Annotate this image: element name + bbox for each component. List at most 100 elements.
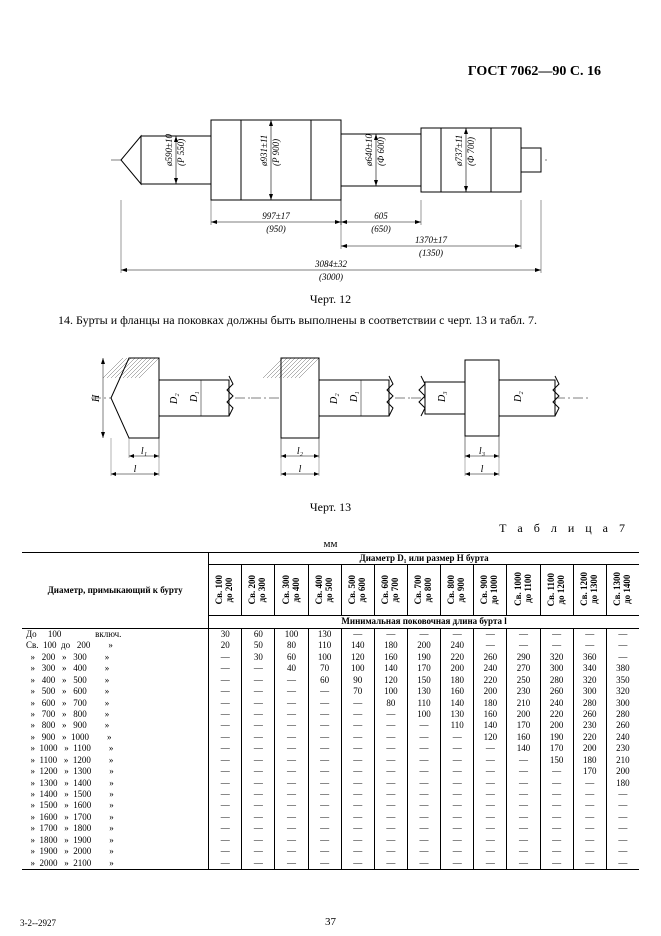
table-cell: —: [308, 766, 341, 777]
table-cell: —: [540, 812, 573, 823]
table-cell: —: [441, 755, 474, 766]
table-cell: —: [341, 778, 374, 789]
svg-text:ø931±11: ø931±11: [259, 135, 269, 167]
row-label: » 1400 » 1500 »: [22, 789, 209, 800]
page-header: ГОСТ 7062—90 С. 16: [22, 64, 601, 80]
table-cell: —: [275, 766, 308, 777]
table-cell: 90: [341, 675, 374, 686]
table-cell: —: [474, 800, 507, 811]
table-cell: —: [474, 628, 507, 640]
table-cell: —: [209, 709, 242, 720]
table-cell: 240: [474, 663, 507, 674]
table-cell: 140: [507, 743, 540, 754]
table-cell: —: [441, 800, 474, 811]
row-label: » 200 » 300 »: [22, 652, 209, 663]
table-cell: —: [374, 789, 407, 800]
table-cell: —: [573, 835, 606, 846]
table-cell: 200: [573, 743, 606, 754]
table-cell: —: [275, 698, 308, 709]
table-cell: —: [374, 823, 407, 834]
table-cell: —: [275, 858, 308, 870]
svg-text:(950): (950): [266, 224, 286, 234]
table-cell: —: [573, 778, 606, 789]
table-cell: —: [474, 858, 507, 870]
table-cell: 290: [507, 652, 540, 663]
table-cell: —: [308, 743, 341, 754]
table-cell: —: [209, 823, 242, 834]
svg-text:l₁: l₁: [140, 446, 146, 457]
table-cell: 180: [606, 778, 639, 789]
table-cell: 230: [507, 686, 540, 697]
table-cell: —: [507, 846, 540, 857]
table-cell: 180: [474, 698, 507, 709]
table-cell: 60: [242, 628, 275, 640]
table-cell: 210: [606, 755, 639, 766]
row-label: » 1800 » 1900 »: [22, 835, 209, 846]
table-cell: 320: [540, 652, 573, 663]
col-range: Св. 600до 700: [374, 565, 407, 616]
table-cell: —: [308, 755, 341, 766]
table-cell: —: [540, 846, 573, 857]
table-cell: 220: [474, 675, 507, 686]
table-cell: —: [209, 743, 242, 754]
table-cell: —: [540, 766, 573, 777]
table-cell: —: [474, 823, 507, 834]
col-range: Св. 200до 300: [242, 565, 275, 616]
table-cell: 110: [308, 640, 341, 651]
table-cell: —: [275, 823, 308, 834]
table-cell: —: [209, 789, 242, 800]
table-cell: —: [209, 675, 242, 686]
table-cell: 280: [540, 675, 573, 686]
svg-text:1370±17: 1370±17: [415, 235, 447, 245]
table-cell: —: [573, 858, 606, 870]
table-cell: 250: [507, 675, 540, 686]
table-cell: 240: [606, 732, 639, 743]
table-cell: —: [606, 812, 639, 823]
table-cell: —: [507, 640, 540, 651]
table-cell: —: [407, 812, 440, 823]
table-cell: —: [209, 755, 242, 766]
table-cell: —: [341, 732, 374, 743]
row-label: » 500 » 600 »: [22, 686, 209, 697]
table-cell: —: [275, 846, 308, 857]
paragraph-14: 14. Бурты и фланцы на поковках должны бы…: [30, 313, 631, 328]
table-cell: —: [374, 709, 407, 720]
table-cell: —: [242, 698, 275, 709]
table-cell: 170: [573, 766, 606, 777]
table-cell: —: [275, 755, 308, 766]
col-range: Св. 500до 600: [341, 565, 374, 616]
table-cell: —: [441, 846, 474, 857]
table-cell: —: [606, 858, 639, 870]
row-label: » 700 » 800 »: [22, 709, 209, 720]
table-cell: —: [441, 858, 474, 870]
table-cell: —: [474, 812, 507, 823]
svg-text:l: l: [480, 464, 483, 475]
table-cell: —: [540, 628, 573, 640]
table-cell: 130: [441, 709, 474, 720]
svg-text:l₂: l₂: [296, 446, 303, 457]
table-cell: —: [474, 778, 507, 789]
table-cell: —: [573, 800, 606, 811]
table-cell: —: [275, 675, 308, 686]
table-cell: 80: [374, 698, 407, 709]
table-cell: 200: [474, 686, 507, 697]
svg-text:D₃: D₃: [437, 391, 448, 403]
table-cell: —: [606, 789, 639, 800]
col-range: Св. 1200до 1300: [573, 565, 606, 616]
table-cell: —: [308, 686, 341, 697]
table-cell: —: [341, 720, 374, 731]
svg-text:D₂: D₂: [329, 393, 340, 405]
table-cell: 300: [540, 663, 573, 674]
table-7-caption: Т а б л и ц а 7: [22, 521, 629, 536]
table-cell: 150: [540, 755, 573, 766]
table-cell: —: [209, 800, 242, 811]
svg-text:l: l: [298, 464, 301, 475]
table-cell: 160: [374, 652, 407, 663]
table-cell: 180: [573, 755, 606, 766]
table-cell: —: [507, 858, 540, 870]
table-cell: 320: [573, 675, 606, 686]
table-cell: —: [507, 789, 540, 800]
table-cell: —: [407, 732, 440, 743]
table-cell: —: [308, 835, 341, 846]
row-label: » 1700 » 1800 »: [22, 823, 209, 834]
